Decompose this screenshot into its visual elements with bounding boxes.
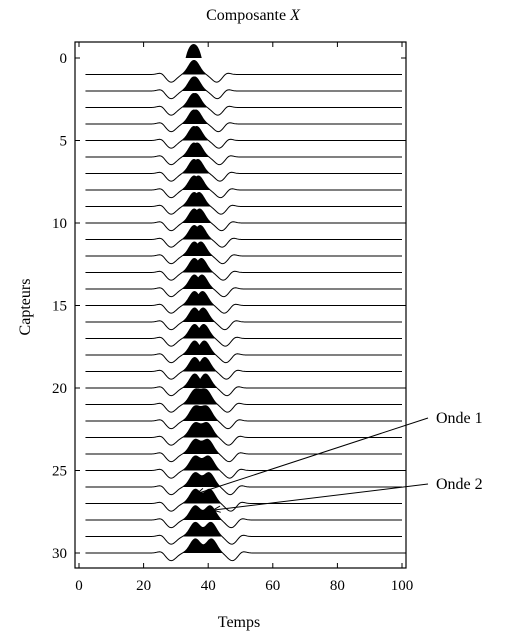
trace-sensor-22 bbox=[85, 405, 402, 430]
trace-fill-sensor-30 bbox=[183, 538, 223, 553]
trace-sensor-8 bbox=[85, 175, 402, 199]
trace-fill-sensor-22 bbox=[182, 405, 219, 421]
trace-fill-sensor-2 bbox=[182, 77, 208, 91]
trace-sensor-10 bbox=[85, 208, 402, 232]
y-tick-label-15: 15 bbox=[52, 299, 67, 315]
trace-sensor-16 bbox=[85, 307, 402, 331]
trace-sensor-9 bbox=[85, 192, 402, 215]
trace-sensor-23 bbox=[85, 422, 402, 446]
trace-fill-sensor-21 bbox=[182, 388, 218, 405]
trace-fill-sensor-25 bbox=[183, 455, 221, 471]
y-tick-label-20: 20 bbox=[52, 381, 67, 397]
trace-fill-sensor-5 bbox=[182, 126, 210, 141]
y-tick-label-0: 0 bbox=[60, 51, 68, 67]
trace-fill-sensor-8 bbox=[182, 176, 211, 190]
trace-sensor-21 bbox=[85, 388, 402, 413]
trace-sensor-7 bbox=[85, 158, 402, 182]
annotation-arrowhead-1 bbox=[195, 487, 205, 495]
trace-sensor-15 bbox=[85, 290, 402, 314]
trace-sensor-18 bbox=[85, 340, 402, 364]
trace-fill-sensor-14 bbox=[182, 275, 214, 289]
traces-group bbox=[85, 44, 402, 562]
annotations-group: Onde 1 Onde 2 bbox=[195, 410, 483, 513]
trace-fill-sensor-3 bbox=[182, 93, 208, 108]
trace-sensor-27 bbox=[85, 488, 402, 512]
x-tick-label-80: 80 bbox=[330, 578, 345, 594]
trace-sensor-3 bbox=[85, 93, 402, 116]
trace-fill-sensor-18 bbox=[182, 341, 217, 355]
x-tick-label-0: 0 bbox=[75, 578, 83, 594]
chart-title: Composante X bbox=[206, 7, 301, 24]
trace-sensor-12 bbox=[85, 241, 402, 265]
annotation-arrow-2 bbox=[212, 483, 429, 511]
trace-sensor-25 bbox=[85, 455, 402, 479]
x-tick-label-20: 20 bbox=[136, 578, 151, 594]
trace-fill-sensor-26 bbox=[183, 472, 222, 487]
trace-sensor-5 bbox=[85, 126, 402, 149]
trace-fill-sensor-12 bbox=[182, 242, 214, 256]
annotation-arrow-1 bbox=[196, 417, 429, 495]
trace-fill-sensor-27 bbox=[183, 489, 222, 504]
trace-sensor-2 bbox=[85, 76, 402, 100]
x-tick-label-60: 60 bbox=[265, 578, 280, 594]
trace-sensor-13 bbox=[85, 257, 402, 281]
trace-fill-sensor-19 bbox=[182, 357, 218, 372]
trace-sensor-30 bbox=[85, 538, 402, 562]
trace-sensor-17 bbox=[85, 323, 402, 347]
trace-fill-sensor-15 bbox=[182, 291, 215, 306]
y-tick-label-10: 10 bbox=[52, 216, 67, 232]
trace-fill-sensor-10 bbox=[182, 209, 212, 223]
annotation-arrowhead-2 bbox=[211, 505, 221, 513]
trace-fill-sensor-23 bbox=[182, 422, 220, 438]
trace-fill-sensor-11 bbox=[182, 225, 213, 240]
trace-sensor-14 bbox=[85, 274, 402, 298]
y-axis-label: Capteurs bbox=[17, 279, 34, 336]
trace-sensor-1 bbox=[85, 59, 402, 83]
trace-fill-sensor-17 bbox=[182, 324, 216, 339]
trace-fill-sensor-7 bbox=[182, 159, 210, 174]
y-tick-label-25: 25 bbox=[52, 464, 67, 480]
trace-fill-sensor-28 bbox=[183, 505, 222, 520]
trace-sensor-26 bbox=[85, 472, 402, 496]
x-tick-label-40: 40 bbox=[201, 578, 216, 594]
trace-fill-sensor-6 bbox=[182, 143, 210, 157]
trace-sensor-20 bbox=[85, 373, 402, 397]
annotation-label-1: Onde 1 bbox=[436, 410, 483, 427]
chart-title-variable: X bbox=[289, 7, 301, 24]
trace-sensor-28 bbox=[85, 505, 402, 529]
chart-title-text: Composante bbox=[206, 7, 286, 24]
pulse-sensor-0 bbox=[185, 44, 202, 58]
x-axis-label: Temps bbox=[218, 614, 260, 631]
trace-fill-sensor-4 bbox=[182, 110, 209, 124]
trace-sensor-11 bbox=[85, 224, 402, 248]
annotation-label-2: Onde 2 bbox=[436, 476, 483, 493]
trace-sensor-4 bbox=[85, 109, 402, 133]
y-tick-label-5: 5 bbox=[60, 134, 68, 150]
trace-fill-sensor-29 bbox=[183, 522, 223, 537]
trace-fill-sensor-9 bbox=[182, 192, 212, 207]
trace-sensor-19 bbox=[85, 356, 402, 380]
trace-sensor-24 bbox=[85, 438, 402, 463]
ticks-group: 0 5 10 15 20 25 30 0 20 40 60 80 100 bbox=[52, 42, 413, 594]
trace-fill-sensor-13 bbox=[182, 258, 214, 273]
trace-fill-sensor-1 bbox=[182, 60, 207, 75]
x-tick-label-100: 100 bbox=[391, 578, 414, 594]
trace-fill-sensor-16 bbox=[182, 308, 216, 322]
trace-sensor-6 bbox=[85, 142, 402, 166]
trace-sensor-29 bbox=[85, 521, 402, 545]
y-tick-label-30: 30 bbox=[52, 546, 67, 562]
